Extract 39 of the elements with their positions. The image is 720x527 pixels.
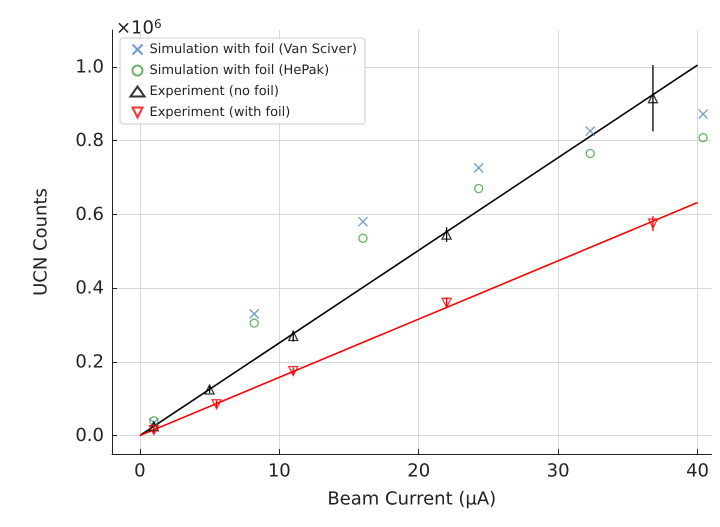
y-tick-label: 1.0 — [75, 56, 104, 78]
point — [474, 162, 484, 174]
point — [358, 216, 368, 227]
point — [250, 318, 259, 328]
point — [204, 384, 215, 395]
point — [358, 234, 368, 243]
point — [148, 418, 159, 428]
point — [698, 108, 708, 120]
point — [648, 218, 658, 229]
x-tick-label: 40 — [686, 460, 709, 482]
y-tick-label: 0.6 — [75, 204, 104, 225]
point — [249, 308, 260, 320]
point — [211, 399, 222, 410]
y-axis-title: UCN Counts — [30, 188, 52, 296]
point — [586, 148, 595, 158]
point — [148, 421, 159, 432]
x-tick-label: 30 — [546, 460, 570, 482]
point — [698, 133, 708, 142]
x-tick-label: 10 — [268, 460, 291, 482]
point — [288, 330, 298, 342]
point — [474, 184, 484, 194]
point — [441, 298, 452, 308]
y-tick-label: 0.8 — [75, 130, 104, 152]
point — [648, 93, 658, 104]
point — [288, 366, 298, 376]
legend-label: Simulation with foil (Van Sciver) — [150, 42, 357, 57]
x-axis-title: Beam Current (μA) — [327, 488, 496, 510]
y-tick-label: 0.2 — [75, 351, 104, 372]
point — [149, 416, 158, 426]
point — [148, 424, 159, 436]
legend-label: Simulation with foil (HePak) — [150, 63, 330, 78]
legend-label: Experiment (no foil) — [150, 84, 279, 99]
x-tick-label: 20 — [407, 460, 430, 482]
y-tick-label: 0.0 — [75, 425, 104, 446]
point — [585, 126, 596, 136]
point — [441, 229, 452, 240]
x-tick-label: 0 — [134, 460, 146, 482]
legend-label: Experiment (with foil) — [150, 105, 290, 120]
y-tick-label: 0.4 — [75, 278, 104, 299]
